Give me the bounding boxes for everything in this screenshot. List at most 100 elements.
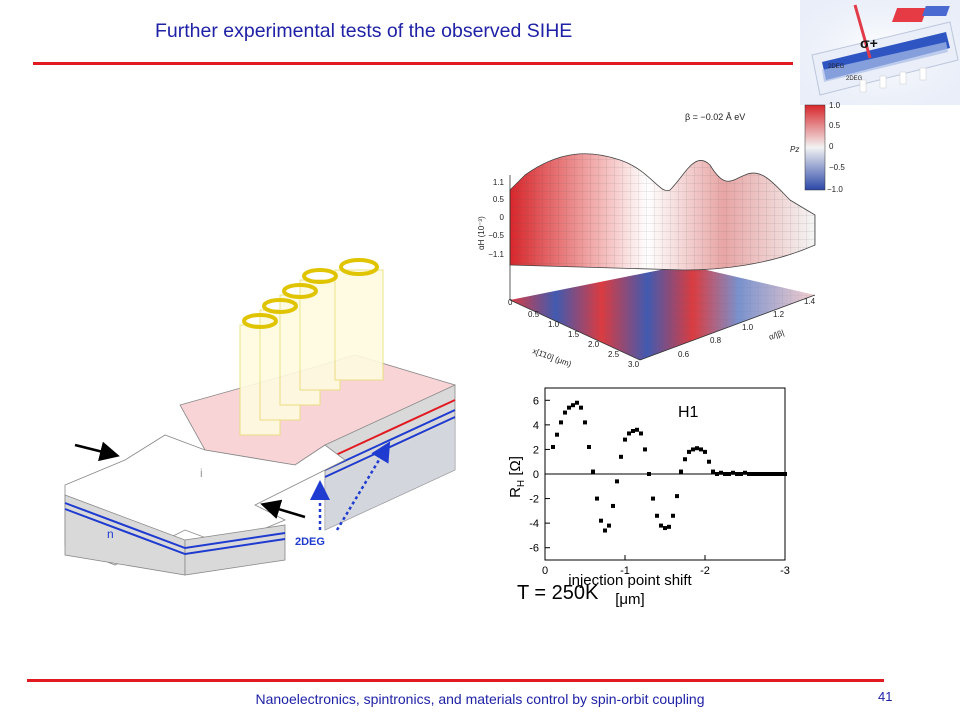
- footer-text: Nanoelectronics, spintronics, and materi…: [255, 691, 705, 707]
- data-point: [763, 472, 767, 476]
- data-point: [683, 457, 687, 462]
- data-point: [659, 523, 663, 528]
- x-tick-label: -2: [700, 565, 710, 577]
- data-point: [647, 472, 651, 476]
- data-point: [591, 469, 595, 474]
- data-point: [663, 526, 667, 531]
- data-point: [719, 470, 723, 475]
- data-point: [691, 447, 695, 452]
- data-point: [711, 469, 715, 474]
- data-point: [783, 472, 787, 476]
- surface-plot: β = −0.02 Å eV 1.1 0.5 0 −0.5 −1.1 αH (1…: [477, 101, 845, 369]
- data-point: [675, 494, 679, 499]
- colorbar-tick-label: 1.0: [829, 101, 841, 110]
- x-tick-label: 2.0: [588, 340, 600, 349]
- data-point: [735, 472, 739, 476]
- temperature-label: T = 250K: [517, 582, 599, 604]
- y-tick-label: 0: [533, 469, 539, 481]
- x-tick-label: 0: [542, 565, 548, 577]
- data-point: [639, 431, 643, 436]
- 2deg-label: 2DEG: [295, 536, 325, 548]
- z-tick-label: 0.5: [493, 195, 505, 204]
- data-point: [599, 518, 603, 523]
- data-point: [619, 454, 623, 459]
- y-axis-label: α/|β|: [768, 328, 786, 342]
- circular-polarization-icon: [242, 258, 379, 329]
- data-point: [687, 449, 691, 454]
- colorbar-tick-label: 0.5: [829, 121, 841, 130]
- data-point: [587, 444, 591, 449]
- colorbar: [804, 104, 826, 191]
- y-tick-label: -4: [529, 518, 539, 530]
- data-point: [627, 431, 631, 436]
- logo-layer-label: 2DEG: [828, 64, 845, 70]
- x-tick-label: 1.5: [568, 330, 580, 339]
- n-label: n: [107, 527, 114, 541]
- y-tick-label: 2: [533, 444, 539, 456]
- data-point: [751, 472, 755, 476]
- data-point: [567, 405, 571, 410]
- x-tick-label: -1: [620, 565, 630, 577]
- data-point: [583, 420, 587, 425]
- data-point: [699, 447, 703, 452]
- data-point: [615, 479, 619, 484]
- laser-spot-beams: [239, 269, 384, 436]
- y-tick-label: 1.2: [773, 310, 785, 319]
- x-tick-label: 0.5: [528, 310, 540, 319]
- data-point: [651, 496, 655, 501]
- x-axis-label-line1: injection point shift: [568, 572, 692, 589]
- data-point: [723, 472, 727, 476]
- data-point: [671, 513, 675, 518]
- data-point: [779, 472, 783, 476]
- colorbar-tick-label: −0.5: [829, 163, 845, 172]
- slide-title: Further experimental tests of the observ…: [155, 20, 573, 42]
- spin-device-logo: σ+ 2DEG 2DEG: [800, 0, 960, 105]
- x-tick-label: 2.5: [608, 350, 620, 359]
- data-point: [611, 503, 615, 508]
- z-tick-label: −1.1: [488, 250, 504, 259]
- colorbar-label: Pz: [790, 145, 799, 154]
- i-label: i: [200, 466, 203, 480]
- data-point: [759, 472, 763, 476]
- data-point: [571, 403, 575, 408]
- y-tick-label: 1.0: [742, 323, 754, 332]
- footer-rule: [27, 679, 884, 682]
- data-point: [643, 447, 647, 452]
- data-point: [775, 472, 779, 476]
- data-point: [703, 449, 707, 454]
- data-point: [631, 429, 635, 433]
- y-tick-label: 1.4: [804, 297, 816, 306]
- data-point: [767, 472, 771, 476]
- data-point: [679, 469, 683, 474]
- y-tick-label: 4: [533, 420, 539, 432]
- x-tick-label: 1.0: [548, 320, 560, 329]
- y-tick-label: 0.8: [710, 336, 722, 345]
- z-tick-label: −0.5: [488, 231, 504, 240]
- x-axis-label: x[1̄10] (μm): [531, 346, 573, 368]
- x-tick-label: 3.0: [628, 360, 640, 369]
- z-tick-label: 1.1: [493, 178, 505, 187]
- data-point: [743, 470, 747, 475]
- colorbar-tick-label: −1.0: [827, 185, 843, 194]
- current-arrow: [260, 499, 306, 519]
- logo-layer-label: 2DEG: [846, 76, 863, 82]
- colorbar-tick-label: 0: [829, 142, 834, 151]
- y-tick-label: -6: [529, 543, 539, 555]
- data-point: [655, 513, 659, 518]
- data-point: [563, 410, 567, 415]
- data-point: [707, 459, 711, 464]
- data-point: [635, 427, 639, 432]
- z-tick-label: 0: [500, 213, 505, 222]
- x-tick-label: -3: [780, 565, 790, 577]
- logo-sigma-label: σ+: [860, 35, 878, 51]
- data-point: [607, 523, 611, 528]
- y-tick-label: -2: [529, 494, 539, 506]
- data-point: [739, 472, 743, 476]
- data-point: [695, 446, 699, 451]
- series-annotation: H1: [678, 404, 699, 421]
- data-point: [667, 524, 671, 529]
- current-arrow: [74, 441, 120, 462]
- data-point: [727, 472, 731, 476]
- hall-resistance-chart: 6 4 2 0 -2 -4 -6 0 -1 -2 -3 H1 injection point sh…: [507, 387, 790, 608]
- data-point: [731, 470, 735, 475]
